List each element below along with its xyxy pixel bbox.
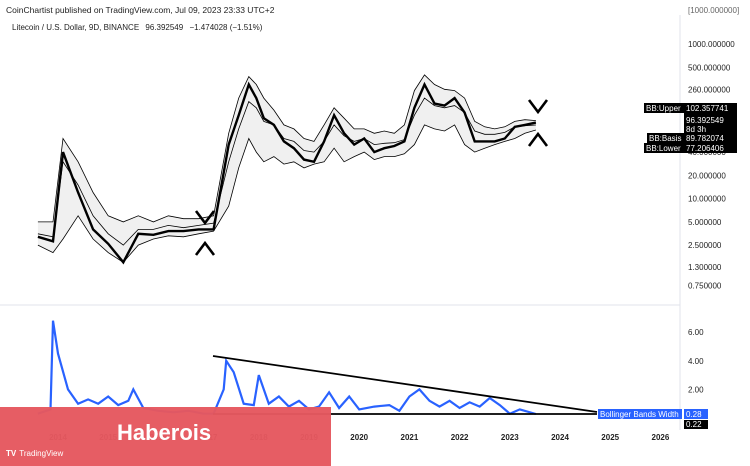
bb-upper-tag-bg <box>644 103 737 113</box>
time-tick-label: 2026 <box>652 433 670 442</box>
bollinger-band-fill <box>37 74 536 263</box>
time-tick-label: 2022 <box>451 433 469 442</box>
time-tick-label: 2024 <box>551 433 569 442</box>
bb-upper-tag-name: BB:Upper <box>646 104 681 113</box>
legend-change: −1.474028 (−1.51%) <box>189 23 263 32</box>
watermark-banner <box>0 407 331 466</box>
chevron-down-icon <box>527 99 549 115</box>
price-line <box>37 81 537 265</box>
price-tick-label: 260.000000 <box>688 85 731 94</box>
top-clip-label: [1000.000000] <box>688 6 740 15</box>
osc-tick-label: 4.00 <box>688 357 704 366</box>
price-tick-label: 5.000000 <box>688 218 722 227</box>
bb-lower-tag-bg <box>644 143 737 153</box>
bbw-name: Bollinger Bands Width <box>600 410 679 419</box>
legend-title: Litecoin / U.S. Dollar, 9D, BINANCE <box>12 23 140 32</box>
tradingview-logo: TV TradingView <box>6 449 64 458</box>
bb-width-line <box>37 320 537 416</box>
bb-basis-tag-value: 89.782074 <box>686 134 724 143</box>
osc-tick-label: 2.00 <box>688 385 704 394</box>
time-tick-label: 2021 <box>401 433 419 442</box>
bbw-value-bg <box>684 409 708 419</box>
price-tick-label: 10.000000 <box>688 195 726 204</box>
lower-value-bg <box>684 420 708 429</box>
bollinger-line-upper <box>37 74 536 223</box>
bb-lower-tag-value: 77.206406 <box>686 144 724 153</box>
bb-lower-tag-name: BB:Lower <box>646 144 681 153</box>
price-tag-value: 96.392549 <box>686 116 724 125</box>
legend-price: 96.392549 <box>145 23 184 32</box>
time-tick-label: 2020 <box>350 433 368 442</box>
price-tick-label: 2.500000 <box>688 241 722 250</box>
time-tick-label: 2023 <box>501 433 519 442</box>
bollinger-line-lower <box>37 124 537 263</box>
osc-tick-label: 6.00 <box>688 328 704 337</box>
lower-value: 0.22 <box>686 420 702 429</box>
bb-basis-tag-bg <box>647 133 737 143</box>
bb-basis-tag-name: BB:Basis <box>649 134 681 143</box>
time-tick-label: 2025 <box>601 433 619 442</box>
logo-label: TradingView <box>19 449 64 458</box>
banner-text: Haberois <box>117 420 212 445</box>
chevron-down-icon <box>194 210 216 226</box>
bbw-name-bg <box>598 409 682 419</box>
price-tick-label: 1000.000000 <box>688 40 735 49</box>
price-tick-label: 0.750000 <box>688 282 722 291</box>
price-tick-label: 500.000000 <box>688 63 731 72</box>
bb-upper-tag-value: 102.357741 <box>686 104 729 113</box>
bbw-value: 0.28 <box>686 410 702 419</box>
symbol-legend: Litecoin / U.S. Dollar, 9D, BINANCE 96.3… <box>12 23 266 32</box>
price-tag-bg <box>684 113 737 135</box>
chart-header: CoinChartist published on TradingView.co… <box>6 5 275 15</box>
price-tag-countdown: 8d 3h <box>686 125 706 134</box>
chevron-up-icon <box>194 240 216 256</box>
price-tick-label: 20.000000 <box>688 171 726 180</box>
bollinger-line-basis <box>37 97 536 246</box>
price-tick-label: 1.300000 <box>688 263 722 272</box>
chevron-up-icon <box>527 131 549 147</box>
trendline-upper <box>212 355 598 413</box>
